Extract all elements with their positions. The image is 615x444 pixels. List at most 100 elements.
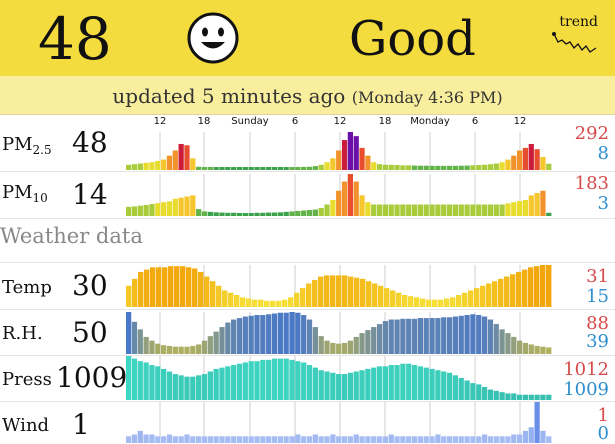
pm25-bar [178,143,184,170]
rh-bar [283,312,289,354]
rh-bar [190,345,196,354]
wind-bar [196,436,202,443]
pm25-bar [295,167,301,170]
rh-max: 88 [586,313,609,334]
press-bar [441,371,447,400]
pm25-bar [411,165,418,170]
temp-bar [408,296,414,307]
press-bar [534,394,540,400]
pm25-bar [207,167,213,170]
wind-bar [376,436,383,443]
pm10-bar [143,204,149,216]
wind-bar [481,434,488,443]
pm25-bar [196,166,202,170]
temp-bar [444,298,450,307]
temp-bar [474,288,480,307]
wind-bar [271,436,278,443]
pm10-bar [365,202,371,216]
pm25-bar [522,147,529,170]
press-bar [178,375,184,400]
rh-bar [231,319,237,354]
wind-bar [452,436,459,443]
pm10-bar [318,207,324,216]
wind-bar [347,436,353,443]
press-bar [207,371,213,400]
wind-bar [143,434,149,443]
pm25-bar [429,165,435,170]
pm25-bar [353,136,359,170]
wind-bar [394,436,400,443]
rh-bar [371,327,377,354]
wind-bar [365,436,371,443]
wind-bar [172,436,178,443]
pm25-bar [254,167,260,170]
rh-bar [511,336,517,354]
wind-bar [166,434,173,443]
rh-bar [219,327,225,354]
wind-bar [371,436,377,443]
rh-bar [184,346,190,354]
press-bar [324,371,330,400]
pm25-bar [137,163,143,170]
pm10-bar [394,204,400,216]
pm25-bar [452,165,459,170]
press-bar [376,366,383,400]
pm25-bar [470,165,476,170]
pm25-bar [458,165,464,170]
pm25-bar [248,167,254,170]
pm25-label-sub: 2.5 [32,143,52,157]
pm10-bar [493,204,499,216]
wind-bar [546,436,552,443]
press-bar [225,366,231,400]
pm10-bar [528,195,534,216]
rh-bar [400,318,406,354]
axis-label: Monday [410,116,450,127]
temp-bar [168,266,174,307]
wind-bar [207,436,213,443]
row-press: Press 1009 1012 1009 [0,356,615,402]
pm25-bar [149,162,155,170]
trend-button[interactable]: trend [550,12,602,60]
pm10-bar [446,204,453,216]
pm10-bar [347,174,353,216]
axis-label: Sunday [231,116,269,127]
pm25-bar [417,165,424,170]
rh-bar [481,316,488,354]
rh-bar [353,336,359,354]
press-bar [172,374,178,400]
temp-bar [162,267,168,307]
press-bar [435,370,441,400]
press-label: Press [2,369,52,390]
pm25-bar [225,167,231,170]
wind-bar [301,436,307,443]
temp-bar [126,285,132,307]
wind-bar [534,402,540,443]
rh-bar [126,312,132,354]
temp-bar [312,280,318,307]
press-bar [411,365,418,400]
temp-bar [264,300,270,307]
rh-bar [143,336,149,354]
pm25-bar [283,167,289,170]
rh-value: 50 [72,316,108,349]
wind-max: 1 [597,405,609,426]
pm10-bar [207,211,213,216]
rh-bar [312,327,318,354]
pm25-bar [511,155,517,170]
rh-bar [452,316,459,354]
temp-bar [138,271,144,307]
row-pm10: PM10 14 183 3 [0,172,615,218]
rh-bar [446,317,453,354]
press-bar [540,394,546,400]
pm10-bar [312,209,318,216]
pm25-bar [201,167,208,170]
divider [0,355,615,356]
wind-min: 0 [597,423,609,444]
temp-bar [366,281,372,307]
rh-bar [166,345,173,354]
pm25-bar [172,150,178,170]
pm10-bar [254,212,260,216]
pm25-bar [131,164,138,170]
pm25-bar [213,167,219,170]
temp-min: 15 [586,286,609,307]
